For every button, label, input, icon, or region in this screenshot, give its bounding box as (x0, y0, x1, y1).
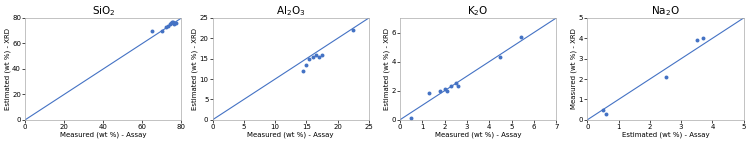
Point (450, 82, 462, 84)
Y-axis label: Estimated (wt %) - XRD: Estimated (wt %) - XRD (383, 28, 390, 110)
X-axis label: Measured (wt %) - Assay: Measured (wt %) - Assay (435, 131, 521, 138)
X-axis label: Measured (wt %) - Assay: Measured (wt %) - Assay (248, 131, 334, 138)
Point (659, 76, 671, 78)
Point (691, 39, 703, 41)
Point (446, 85, 458, 87)
Point (313, 56, 325, 58)
Point (405, 117, 417, 119)
Point (300, 64, 312, 66)
X-axis label: Measured (wt %) - Assay: Measured (wt %) - Assay (60, 131, 146, 138)
Point (166, 21, 178, 23)
Point (423, 92, 435, 94)
X-axis label: Estimated (wt %) - Assay: Estimated (wt %) - Assay (622, 131, 710, 138)
Title: Al$_2$O$_3$: Al$_2$O$_3$ (276, 4, 305, 18)
Point (600, 112, 612, 115)
Y-axis label: Measured (wt %) - XRD: Measured (wt %) - XRD (571, 28, 578, 109)
Point (452, 85, 464, 87)
Point (297, 70, 309, 72)
Point (310, 54, 322, 56)
Title: K$_2$O: K$_2$O (467, 4, 489, 18)
Point (146, 30, 158, 32)
Point (316, 54, 328, 56)
Point (307, 56, 319, 58)
Point (156, 30, 168, 32)
Y-axis label: Estimated (wt %) - XRD: Estimated (wt %) - XRD (191, 28, 198, 110)
Title: Na$_2$O: Na$_2$O (651, 4, 680, 18)
Point (165, 22, 177, 24)
Point (304, 58, 316, 60)
Point (168, 23, 180, 25)
Point (166, 21, 178, 23)
Point (434, 90, 446, 92)
Point (162, 24, 174, 27)
Title: SiO$_2$: SiO$_2$ (92, 4, 116, 18)
Point (160, 26, 172, 28)
Point (347, 29, 359, 31)
Point (164, 23, 176, 25)
Point (170, 22, 182, 24)
Point (514, 36, 526, 38)
Point (439, 88, 451, 90)
Y-axis label: Estimated (wt %) - XRD: Estimated (wt %) - XRD (4, 28, 10, 110)
Point (597, 108, 609, 111)
Point (441, 90, 453, 92)
Point (697, 37, 709, 39)
Point (494, 56, 506, 58)
